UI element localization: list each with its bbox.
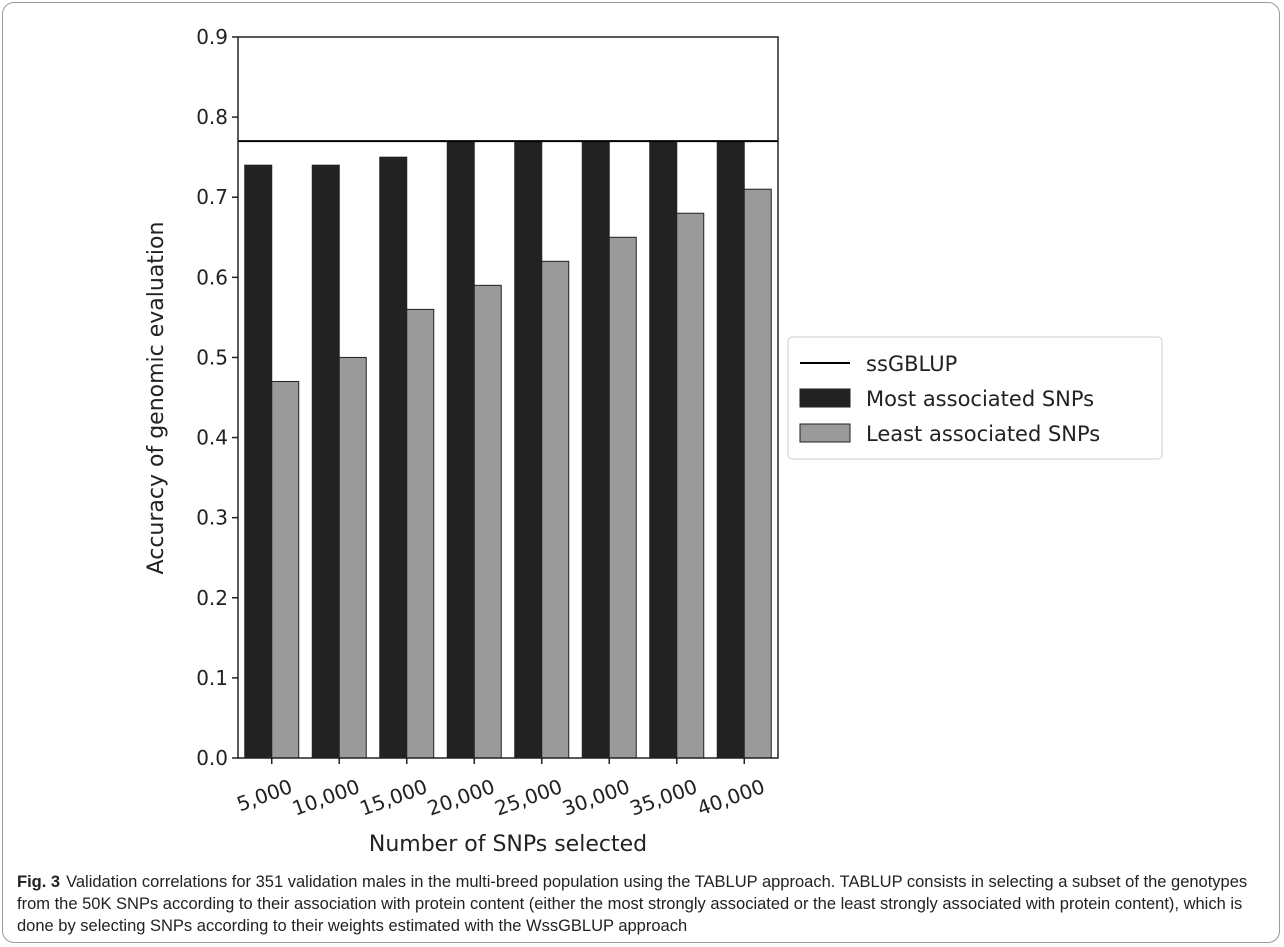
bar [446, 140, 475, 759]
y-tick-label: 0.2 [196, 586, 228, 610]
y-tick-label: 0.6 [196, 265, 228, 289]
plot-frame [237, 36, 779, 759]
y-tick-label: 0.5 [196, 345, 228, 369]
x-tick-label: 5,000 [233, 774, 295, 816]
legend-label: Least associated SNPs [866, 422, 1100, 446]
bar [716, 140, 745, 759]
legend: ssGBLUP Most associated SNPs Least associa… [787, 336, 1163, 460]
caption-text: Validation correlations for 351 validati… [17, 873, 1248, 935]
bar [541, 260, 570, 759]
bar [338, 356, 367, 759]
x-axis-label: Number of SNPs selected [369, 832, 647, 857]
bar [649, 140, 678, 759]
legend-swatch [799, 388, 851, 408]
bar [676, 212, 705, 759]
x-tick-label: 15,000 [356, 774, 430, 820]
y-tick-label: 0.3 [196, 506, 228, 530]
bar [311, 164, 340, 759]
bar [743, 188, 772, 759]
bar [406, 308, 435, 759]
x-tick-label: 10,000 [289, 774, 363, 820]
bar [379, 156, 408, 759]
x-tick-label: 25,000 [491, 774, 565, 820]
legend-label: ssGBLUP [866, 352, 957, 376]
caption-label: Fig. 3 [17, 873, 61, 891]
y-tick-label: 0.9 [196, 25, 228, 49]
bar [608, 236, 637, 759]
bar [581, 140, 610, 759]
chart: Number of SNPs selected Accuracy of geno… [144, 25, 1163, 857]
y-axis-label: Accuracy of genomic evaluation [144, 222, 169, 575]
legend-label: Most associated SNPs [866, 387, 1094, 411]
caption: Fig. 3 Validation correlations for 351 va… [17, 871, 1267, 937]
y-tick-label: 0.4 [196, 426, 228, 450]
x-tick-label: 40,000 [694, 774, 768, 820]
y-tick-label: 0.7 [196, 185, 228, 209]
legend-swatch [799, 423, 851, 443]
bar [244, 164, 273, 759]
y-tick-label: 0.8 [196, 105, 228, 129]
x-tick-label: 20,000 [424, 774, 498, 820]
legend-box [787, 336, 1163, 460]
y-tick-label: 0.1 [196, 666, 228, 690]
y-tick-label: 0.0 [196, 746, 228, 770]
bar [271, 380, 300, 759]
x-tick-label: 30,000 [559, 774, 633, 820]
bar [514, 140, 543, 759]
bar [473, 284, 502, 759]
x-tick-label: 35,000 [626, 774, 700, 820]
